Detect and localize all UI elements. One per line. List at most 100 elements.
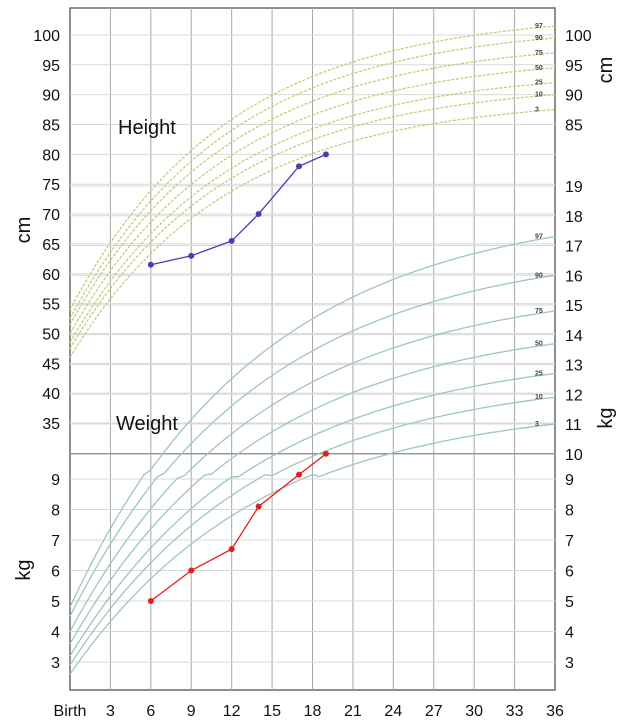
weight-right-tick-label: 10 bbox=[565, 447, 583, 464]
height-data-point bbox=[147, 261, 154, 268]
weight-centile-curve-10 bbox=[69, 396, 556, 666]
weight-left-tick-label: 4 bbox=[51, 625, 60, 642]
height-section-title: Height bbox=[118, 117, 176, 139]
weight-left-tick-label: 8 bbox=[51, 503, 60, 520]
weight-data-point bbox=[228, 546, 235, 553]
height-centile-curve-10 bbox=[69, 94, 556, 349]
height-series-line bbox=[150, 153, 327, 266]
height-left-tick-label: 80 bbox=[42, 147, 60, 164]
height-centile-label-75: 75 bbox=[535, 50, 543, 57]
weight-centile-curve-75 bbox=[69, 310, 556, 632]
x-tick-label-27: 27 bbox=[425, 703, 443, 720]
height-centile-curve-25 bbox=[69, 82, 556, 343]
height-left-tick-label: 40 bbox=[42, 386, 60, 403]
height-left-tick-label: 95 bbox=[42, 58, 60, 75]
height-centile-label-97: 97 bbox=[535, 23, 543, 30]
weight-left-tick-label: 5 bbox=[51, 594, 60, 611]
height-centile-curve-3 bbox=[69, 108, 556, 358]
weight-centile-label-25: 25 bbox=[535, 370, 543, 377]
height-centile-curve-50 bbox=[69, 67, 556, 334]
weight-left-tick-label: 9 bbox=[51, 472, 60, 489]
height-right-tick-label: 90 bbox=[565, 88, 583, 105]
x-tick-label-30: 30 bbox=[465, 703, 483, 720]
x-tick-label-18: 18 bbox=[304, 703, 322, 720]
weight-left-tick-label: 3 bbox=[51, 655, 60, 672]
x-tick-label-3: 3 bbox=[106, 703, 115, 720]
x-tick-label-33: 33 bbox=[506, 703, 524, 720]
height-data-point bbox=[228, 237, 235, 244]
weight-right-tick-label: 16 bbox=[565, 268, 583, 285]
height-data-point bbox=[322, 151, 329, 158]
weight-right-tick-label: 19 bbox=[565, 179, 583, 196]
height-data-point bbox=[255, 211, 262, 218]
weight-centile-label-90: 90 bbox=[535, 272, 543, 279]
weight-right-tick-label: 15 bbox=[565, 298, 583, 315]
weight-centile-curve-90 bbox=[69, 274, 556, 617]
weight-centile-label-3: 3 bbox=[535, 421, 539, 428]
weight-data-point bbox=[322, 450, 329, 457]
weight-data-point bbox=[188, 567, 195, 574]
x-tick-label-12: 12 bbox=[223, 703, 241, 720]
x-tick-label-24: 24 bbox=[384, 703, 402, 720]
height-left-tick-label: 55 bbox=[42, 297, 60, 314]
height-data-point bbox=[296, 163, 303, 170]
weight-right-tick-label: 11 bbox=[565, 417, 582, 434]
weight-left-tick-label: 6 bbox=[51, 564, 60, 581]
height-left-tick-label: 90 bbox=[42, 88, 60, 105]
weight-right-tick-label: 14 bbox=[565, 328, 583, 345]
height-centile-curve-75 bbox=[69, 52, 556, 325]
weight-centile-curve-3 bbox=[69, 423, 556, 675]
height-right-unit-label: cm bbox=[595, 57, 617, 84]
x-tick-label-15: 15 bbox=[263, 703, 281, 720]
weight-right-unit-label: kg bbox=[595, 407, 617, 428]
weight-right-tick-label: 4 bbox=[565, 625, 574, 642]
weight-centile-label-50: 50 bbox=[535, 341, 543, 348]
weight-centile-label-97: 97 bbox=[535, 234, 543, 241]
x-tick-label-6: 6 bbox=[146, 703, 155, 720]
x-tick-label-9: 9 bbox=[187, 703, 196, 720]
height-centile-label-25: 25 bbox=[535, 80, 543, 87]
height-left-tick-label: 45 bbox=[42, 356, 60, 373]
height-left-tick-label: 35 bbox=[42, 416, 60, 433]
height-centile-curve-97 bbox=[69, 25, 556, 310]
weight-left-tick-label: 7 bbox=[51, 533, 60, 550]
height-centile-label-90: 90 bbox=[535, 35, 543, 42]
x-tick-label-21: 21 bbox=[344, 703, 362, 720]
weight-centile-curve-25 bbox=[69, 372, 556, 657]
weight-left-unit-label: kg bbox=[13, 559, 35, 580]
height-right-tick-label: 95 bbox=[565, 58, 583, 75]
height-left-tick-label: 70 bbox=[42, 207, 60, 224]
x-tick-label-36: 36 bbox=[546, 703, 564, 720]
height-right-tick-label: 100 bbox=[565, 28, 592, 45]
weight-right-tick-label: 13 bbox=[565, 358, 583, 375]
weight-data-point bbox=[255, 503, 262, 510]
weight-right-tick-label: 18 bbox=[565, 209, 583, 226]
weight-right-tick-label: 6 bbox=[565, 564, 574, 581]
height-left-tick-label: 60 bbox=[42, 267, 60, 284]
height-left-tick-label: 100 bbox=[33, 28, 60, 45]
weight-right-tick-label: 12 bbox=[565, 387, 583, 404]
height-data-point bbox=[188, 252, 195, 259]
height-left-tick-label: 75 bbox=[42, 177, 60, 194]
weight-right-tick-label: 5 bbox=[565, 594, 574, 611]
weight-right-tick-label: 7 bbox=[565, 533, 574, 550]
weight-right-tick-label: 8 bbox=[565, 503, 574, 520]
height-centile-label-3: 3 bbox=[535, 107, 539, 114]
x-tick-label-Birth: Birth bbox=[54, 703, 87, 720]
weight-right-tick-label: 9 bbox=[565, 472, 574, 489]
height-right-tick-label: 85 bbox=[565, 118, 583, 135]
height-centile-label-10: 10 bbox=[535, 92, 543, 99]
weight-centile-curve-50 bbox=[69, 343, 556, 645]
weight-data-point bbox=[296, 471, 303, 478]
weight-centile-label-10: 10 bbox=[535, 394, 543, 401]
height-left-tick-label: 50 bbox=[42, 326, 60, 343]
height-centile-label-50: 50 bbox=[535, 65, 543, 72]
weight-series-line bbox=[150, 453, 327, 602]
weight-section-title: Weight bbox=[116, 413, 178, 435]
weight-data-point bbox=[147, 598, 154, 604]
weight-right-tick-label: 17 bbox=[565, 239, 583, 256]
weight-centile-label-75: 75 bbox=[535, 308, 543, 315]
height-left-tick-label: 85 bbox=[42, 118, 60, 135]
height-left-tick-label: 65 bbox=[42, 237, 60, 254]
